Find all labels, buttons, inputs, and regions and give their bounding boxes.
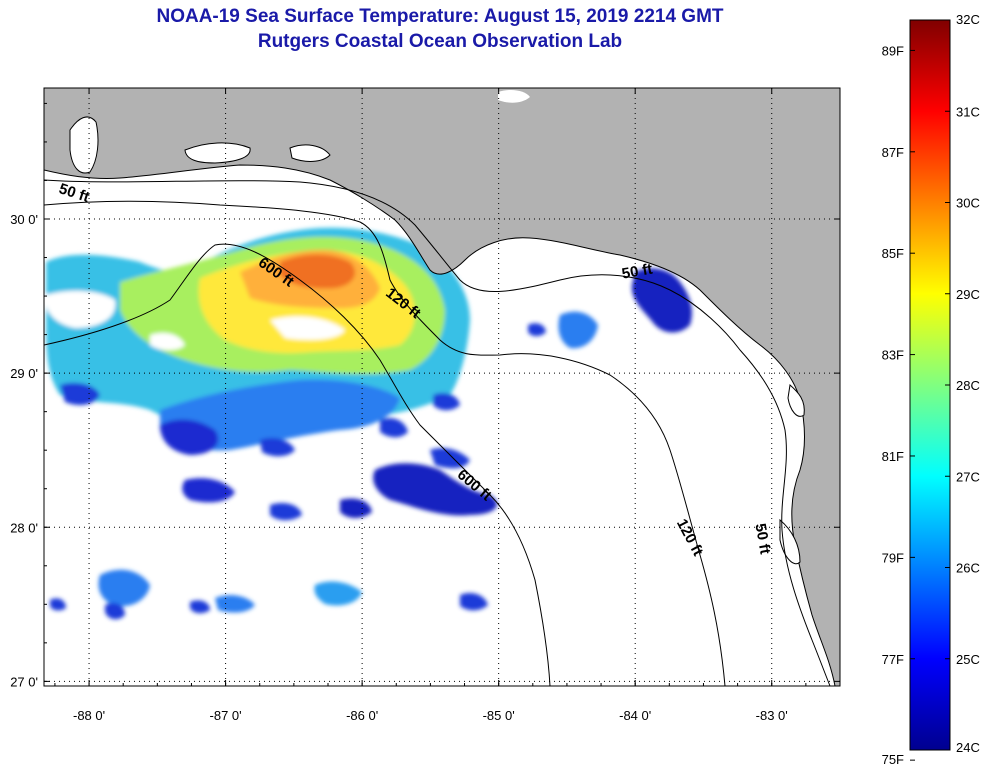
y-tick-label: 27 0' (10, 674, 38, 689)
x-tick-label: -88 0' (73, 708, 105, 723)
x-tick-label: -84 0' (619, 708, 651, 723)
x-tick-label: -85 0' (483, 708, 515, 723)
colorbar-label-fahrenheit: 85F (882, 246, 904, 261)
x-tick-label: -86 0' (346, 708, 378, 723)
contour-label: 50 ft (620, 261, 653, 283)
colorbar-scale (909, 19, 951, 751)
colorbar-label-fahrenheit: 79F (882, 550, 904, 565)
colorbar-label-fahrenheit: 83F (882, 348, 904, 363)
colorbar-label-celsius: 27C (956, 469, 980, 484)
map-title: NOAA-19 Sea Surface Temperature: August … (156, 6, 724, 27)
depth-contours (44, 179, 831, 686)
contour-label: 50 ft (751, 522, 773, 555)
colorbar-label-fahrenheit: 77F (882, 652, 904, 667)
colorbar-label-fahrenheit: 89F (882, 43, 904, 58)
y-tick-label: 29 0' (10, 366, 38, 381)
colorbar-label-celsius: 24C (956, 740, 980, 755)
map-axes: -88 0' -87 0' -86 0' -85 0' -84 0' -83 0' 30 0… (10, 88, 841, 723)
colorbar-label-fahrenheit: 87F (882, 145, 904, 160)
land-mass (44, 88, 840, 686)
colorbar-label-celsius: 28C (956, 378, 980, 393)
map-frame (43, 87, 841, 687)
sst-data-layer (46, 227, 692, 620)
colorbar-label-celsius: 29C (956, 287, 980, 302)
colorbar-label-celsius: 30C (956, 196, 980, 211)
colorbar-label-fahrenheit: 81F (882, 449, 904, 464)
colorbar-label-celsius: 25C (956, 652, 980, 667)
colorbar-label-fahrenheit: 75F (882, 752, 904, 767)
x-tick-label: -87 0' (210, 708, 242, 723)
y-tick-label: 28 0' (10, 520, 38, 535)
y-tick-label: 30 0' (10, 212, 38, 227)
colorbar-label-celsius: 31C (956, 104, 980, 119)
map-subtitle: Rutgers Coastal Ocean Observation Lab (257, 31, 623, 52)
colorbar-label-celsius: 26C (956, 561, 980, 576)
x-tick-label: -83 0' (756, 708, 788, 723)
colorbar-label-celsius: 32C (956, 12, 980, 27)
